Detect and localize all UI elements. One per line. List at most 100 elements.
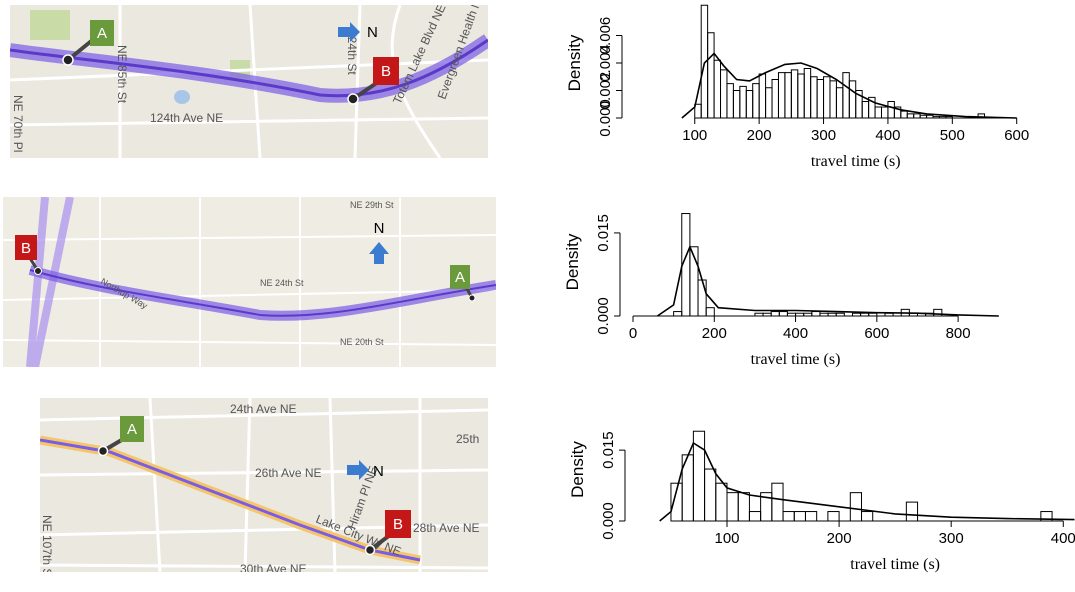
north-label: N [373, 463, 384, 480]
histogram-bar [804, 511, 818, 522]
histogram-bar [758, 73, 767, 119]
marker-label: A [127, 421, 137, 438]
y-axis-title: Density [565, 34, 584, 91]
histogram-bar [810, 76, 818, 119]
x-tick-label: 100 [714, 530, 739, 547]
map-label: NE 20th St [340, 337, 384, 347]
histogram-bar [784, 72, 792, 119]
map-label: 28th Ave NE [413, 521, 480, 535]
histogram-bar [782, 511, 795, 522]
histogram-bar [745, 90, 754, 119]
map-label: 124th Ave NE [150, 111, 223, 125]
histogram-bar [770, 311, 780, 317]
x-tick-label: 200 [702, 325, 727, 342]
north-label: N [367, 24, 378, 41]
histogram-bar [835, 87, 844, 119]
marker-label: B [381, 63, 391, 80]
x-axis-title: travel time (s) [751, 351, 841, 368]
histogram-bar [829, 80, 837, 119]
y-tick-label: 0.015 [595, 214, 612, 252]
y-tick-label: 0.000 [595, 297, 612, 335]
histogram-bar [874, 106, 882, 119]
map-label: NE 85th St [115, 45, 129, 104]
histogram-bar [913, 113, 921, 119]
x-tick-label: 100 [682, 127, 707, 144]
x-tick-label: 400 [1051, 530, 1075, 547]
histogram-bar [771, 482, 784, 522]
histogram-bar [707, 32, 715, 119]
histogram-bar [811, 311, 821, 317]
map-label: NE 70th Pl [11, 95, 25, 152]
map: NE 24th St NE 29th St Northup Way NE 20t… [3, 197, 496, 367]
x-tick-label: 300 [939, 530, 964, 547]
histogram-bar [861, 511, 874, 522]
histogram-bar [673, 311, 683, 317]
histogram-bar [823, 76, 831, 119]
histogram-bar [705, 307, 715, 317]
y-tick-label: 0.000 [597, 99, 614, 137]
map-label: 30th Ave NE [240, 562, 307, 576]
histogram-bar [777, 72, 786, 119]
y-tick-label: 0.004 [597, 44, 614, 82]
x-tick-label: 0 [629, 325, 637, 342]
histogram-bar [726, 492, 739, 522]
y-axis-title: Density [568, 441, 587, 498]
histogram-bar [827, 511, 840, 522]
histogram-bar [752, 83, 760, 119]
y-tick-label: 0.000 [600, 502, 617, 540]
histogram-bar [790, 69, 799, 119]
histogram-bar [861, 101, 870, 119]
histogram-bar [905, 501, 919, 522]
marker-label: A [97, 25, 107, 42]
map-label: 124th St [345, 30, 359, 75]
histogram-bar [797, 73, 805, 119]
x-tick-label: 400 [875, 127, 900, 144]
marker-label: A [455, 269, 465, 286]
y-tick-label: 0.006 [597, 17, 614, 55]
x-tick-label: 800 [946, 325, 971, 342]
x-tick-label: 400 [783, 325, 808, 342]
histogram-bar [726, 83, 734, 119]
density-curve [659, 441, 1075, 522]
y-tick-label: 0.015 [600, 431, 617, 469]
x-tick-label: 200 [827, 530, 852, 547]
histogram-bar [900, 110, 908, 119]
map-label: NE 107th St [40, 515, 54, 580]
histogram-bar [933, 308, 943, 317]
histogram-bar [880, 106, 889, 119]
map-label: 25th [456, 432, 479, 446]
marker-label: B [393, 516, 403, 533]
map-label: 26th Ave NE [255, 466, 322, 480]
map: 124th St NE 85th St 124th Ave NE NE 70th… [10, 5, 488, 158]
histogram-bar [739, 85, 747, 119]
x-tick-label: 500 [940, 127, 965, 144]
x-tick-label: 300 [811, 127, 836, 144]
histogram-bar [793, 511, 806, 522]
histogram-bar [906, 113, 915, 119]
map: 24th Ave NE 26th Ave NE 28th Ave NE 30th… [40, 398, 488, 580]
histogram-bar [848, 80, 857, 119]
map-label: NE 29th St [350, 200, 394, 210]
density-curve [656, 244, 999, 317]
density-curve [681, 52, 1017, 119]
histogram-bar [704, 468, 717, 522]
histogram-bar [842, 72, 850, 119]
y-axis-title: Density [563, 233, 582, 290]
histogram-bar [887, 101, 895, 119]
histogram-bar [720, 69, 728, 119]
x-tick-label: 600 [1004, 127, 1029, 144]
histogram-bar [765, 87, 773, 119]
x-axis-title: travel time (s) [850, 556, 940, 573]
histogram-bar [771, 79, 779, 119]
histogram-bar [713, 59, 722, 119]
histogram-bar [737, 492, 750, 522]
map-label: 24th Ave NE [230, 402, 297, 416]
histogram-bar [715, 482, 728, 522]
marker-label: B [21, 240, 31, 257]
histogram-bar [803, 68, 812, 119]
north-label: N [374, 220, 385, 237]
histogram-bar [748, 511, 762, 522]
histogram-bar [732, 90, 741, 119]
y-tick-label: 0.002 [597, 72, 614, 110]
